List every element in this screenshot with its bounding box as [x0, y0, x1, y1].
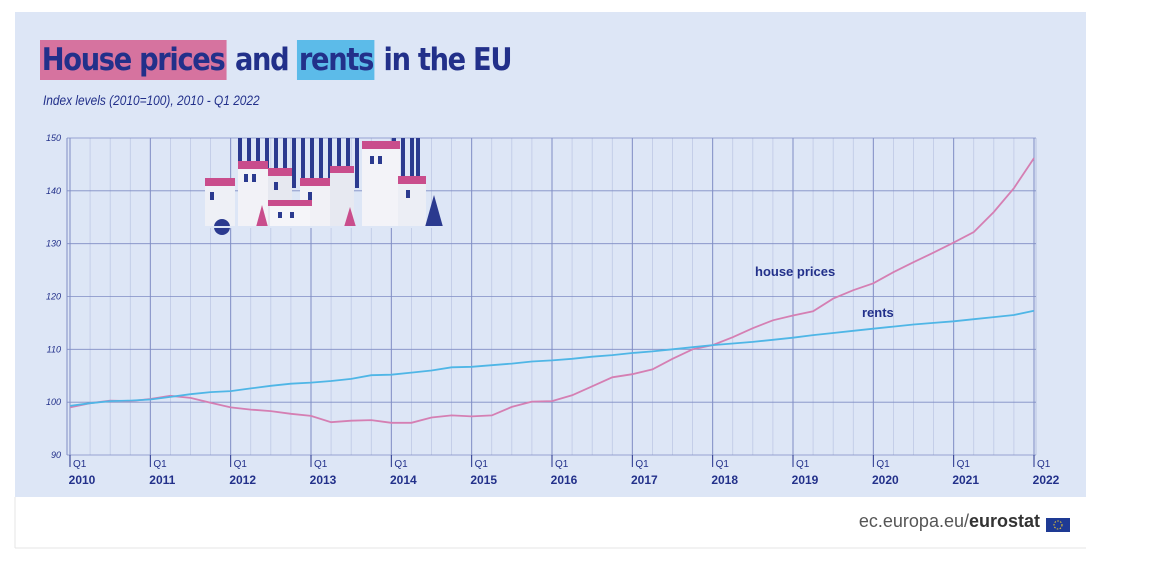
source-brand: eurostat — [969, 511, 1040, 531]
x-tick-label: 2021 — [952, 473, 979, 487]
title-part: in the EU — [383, 42, 513, 78]
x-tick-label: 2019 — [792, 473, 819, 487]
x-tick-quarter: Q1 — [314, 459, 328, 470]
y-tick-label: 130 — [46, 239, 61, 249]
x-tick-quarter: Q1 — [394, 459, 408, 470]
y-tick-label: 120 — [46, 292, 61, 302]
x-tick-label: 2016 — [551, 473, 578, 487]
plot — [69, 157, 1035, 424]
x-tick-label: 2017 — [631, 473, 658, 487]
y-tick-label: 100 — [46, 397, 61, 407]
annotation: rents — [862, 305, 894, 320]
x-tick-quarter: Q1 — [957, 459, 971, 470]
series-line — [69, 309, 1035, 407]
x-tick-label: 2020 — [872, 473, 899, 487]
y-tick-label: 150 — [46, 133, 61, 143]
x-tick-quarter: Q1 — [635, 459, 649, 470]
x-tick-quarter: Q1 — [234, 459, 248, 470]
x-tick-label: 2015 — [470, 473, 497, 487]
y-tick-label: 110 — [47, 344, 61, 354]
x-tick-quarter: Q1 — [555, 459, 569, 470]
title-part: House prices — [40, 40, 227, 80]
x-tick-label: 2011 — [149, 473, 175, 487]
series-line — [69, 157, 1035, 424]
title: House prices and rents in the EU — [40, 40, 520, 80]
x-tick-quarter: Q1 — [73, 459, 87, 470]
x-tick-quarter: Q1 — [153, 459, 167, 470]
x-tick-label: 2018 — [711, 473, 738, 487]
x-tick-label: 2012 — [229, 473, 256, 487]
x-tick-quarter: Q1 — [475, 459, 489, 470]
subtitle: Index levels (2010=100), 2010 - Q1 2022 — [43, 92, 260, 108]
x-tick-quarter: Q1 — [1037, 459, 1051, 470]
y-tick-label: 140 — [46, 186, 61, 196]
x-tick-label: 2013 — [310, 473, 337, 487]
title-part: and — [234, 42, 290, 78]
y-tick-label: 90 — [51, 450, 61, 460]
panel — [15, 12, 1086, 497]
title-part: rents — [297, 40, 375, 80]
x-tick-label: 2014 — [390, 473, 417, 487]
x-tick-label: 2022 — [1033, 473, 1060, 487]
annotation: house prices — [755, 264, 835, 279]
houses-illustration — [205, 138, 443, 235]
x-tick-quarter: Q1 — [796, 459, 810, 470]
x-tick-label: 2010 — [69, 473, 96, 487]
x-tick-quarter: Q1 — [876, 459, 890, 470]
eu-flag — [1046, 518, 1070, 532]
eu-stars — [1053, 520, 1063, 530]
x-tick-quarter: Q1 — [716, 459, 730, 470]
source: ec.europa.eu/eurostat — [859, 511, 1040, 531]
source-domain: ec.europa.eu/ — [859, 511, 969, 531]
